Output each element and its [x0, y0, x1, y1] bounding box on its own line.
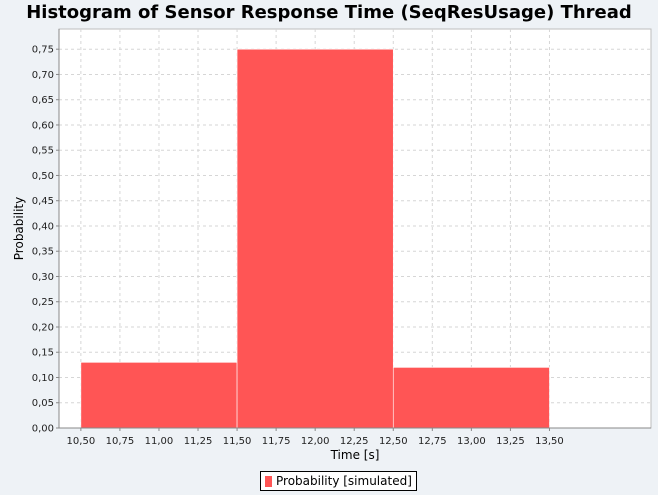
y-tick-label: 0,05 — [32, 398, 54, 409]
y-tick-label: 0,50 — [32, 171, 54, 182]
y-tick-label: 0,60 — [32, 120, 54, 131]
y-tick-label: 0,35 — [32, 247, 54, 258]
x-axis-label: Time [s] — [330, 448, 380, 462]
y-tick-label: 0,00 — [32, 424, 54, 435]
x-tick-label: 10,75 — [106, 436, 135, 447]
x-tick-label: 10,50 — [67, 436, 96, 447]
legend: Probability [simulated] — [260, 471, 417, 491]
x-tick-label: 12,25 — [340, 436, 369, 447]
bars — [80, 48, 550, 429]
y-tick-label: 0,25 — [32, 297, 54, 308]
x-tick-label: 11,25 — [184, 436, 213, 447]
y-tick-label: 0,75 — [32, 45, 54, 56]
x-tick-label: 12,75 — [418, 436, 447, 447]
chart-title: Histogram of Sensor Response Time (SeqRe… — [26, 2, 632, 23]
histogram-bar-3 — [392, 367, 550, 429]
y-tick-label: 0,15 — [32, 348, 54, 359]
y-tick-label: 0,40 — [32, 221, 54, 232]
x-tick-label: 13,50 — [535, 436, 564, 447]
y-tick-label: 0,30 — [32, 272, 54, 283]
x-tick-label: 11,50 — [223, 436, 252, 447]
y-tick-label: 0,55 — [32, 146, 54, 157]
x-tick-label: 12,50 — [379, 436, 408, 447]
legend-label: Probability [simulated] — [276, 474, 412, 488]
x-tick-label: 13,25 — [496, 436, 525, 447]
histogram-bar-2 — [236, 48, 394, 429]
y-tick-label: 0,10 — [32, 373, 54, 384]
y-tick-label: 0,65 — [32, 95, 54, 106]
histogram-bar-1 — [80, 362, 238, 429]
x-tick-label: 11,00 — [145, 436, 174, 447]
x-tick-label: 12,00 — [301, 436, 330, 447]
y-tick-label: 0,45 — [32, 196, 54, 207]
y-tick-label: 0,20 — [32, 322, 54, 333]
x-tick-label: 13,00 — [457, 436, 486, 447]
y-axis-label: Probability — [12, 197, 26, 260]
axes: 10,50 10,75 11,00 11,25 11,50 11,75 12,00 12,25… — [32, 29, 651, 447]
legend-swatch — [265, 475, 272, 487]
y-tick-label: 0,70 — [32, 70, 54, 81]
x-tick-label: 11,75 — [262, 436, 291, 447]
